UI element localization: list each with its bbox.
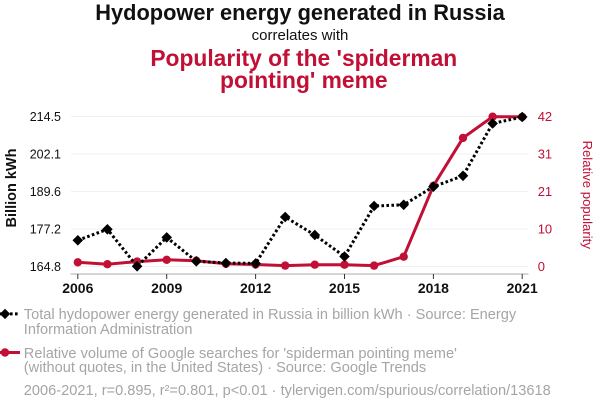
svg-text:189.6: 189.6 xyxy=(30,185,61,199)
svg-text:31: 31 xyxy=(538,147,552,162)
svg-text:214.5: 214.5 xyxy=(30,110,61,124)
svg-text:0: 0 xyxy=(538,259,545,274)
svg-text:164.8: 164.8 xyxy=(30,260,61,274)
svg-text:2006: 2006 xyxy=(62,280,93,296)
svg-text:202.1: 202.1 xyxy=(30,148,61,162)
svg-text:Billion kWh: Billion kWh xyxy=(4,149,20,228)
svg-text:42: 42 xyxy=(538,109,552,124)
svg-text:10: 10 xyxy=(538,222,552,237)
svg-text:177.2: 177.2 xyxy=(30,223,61,237)
svg-text:2009: 2009 xyxy=(151,280,182,296)
svg-text:2015: 2015 xyxy=(329,280,360,296)
svg-text:2021: 2021 xyxy=(507,280,538,296)
svg-text:2012: 2012 xyxy=(240,280,271,296)
svg-text:Relative popularity: Relative popularity xyxy=(580,140,595,249)
svg-text:21: 21 xyxy=(538,184,552,199)
svg-text:2018: 2018 xyxy=(418,280,449,296)
